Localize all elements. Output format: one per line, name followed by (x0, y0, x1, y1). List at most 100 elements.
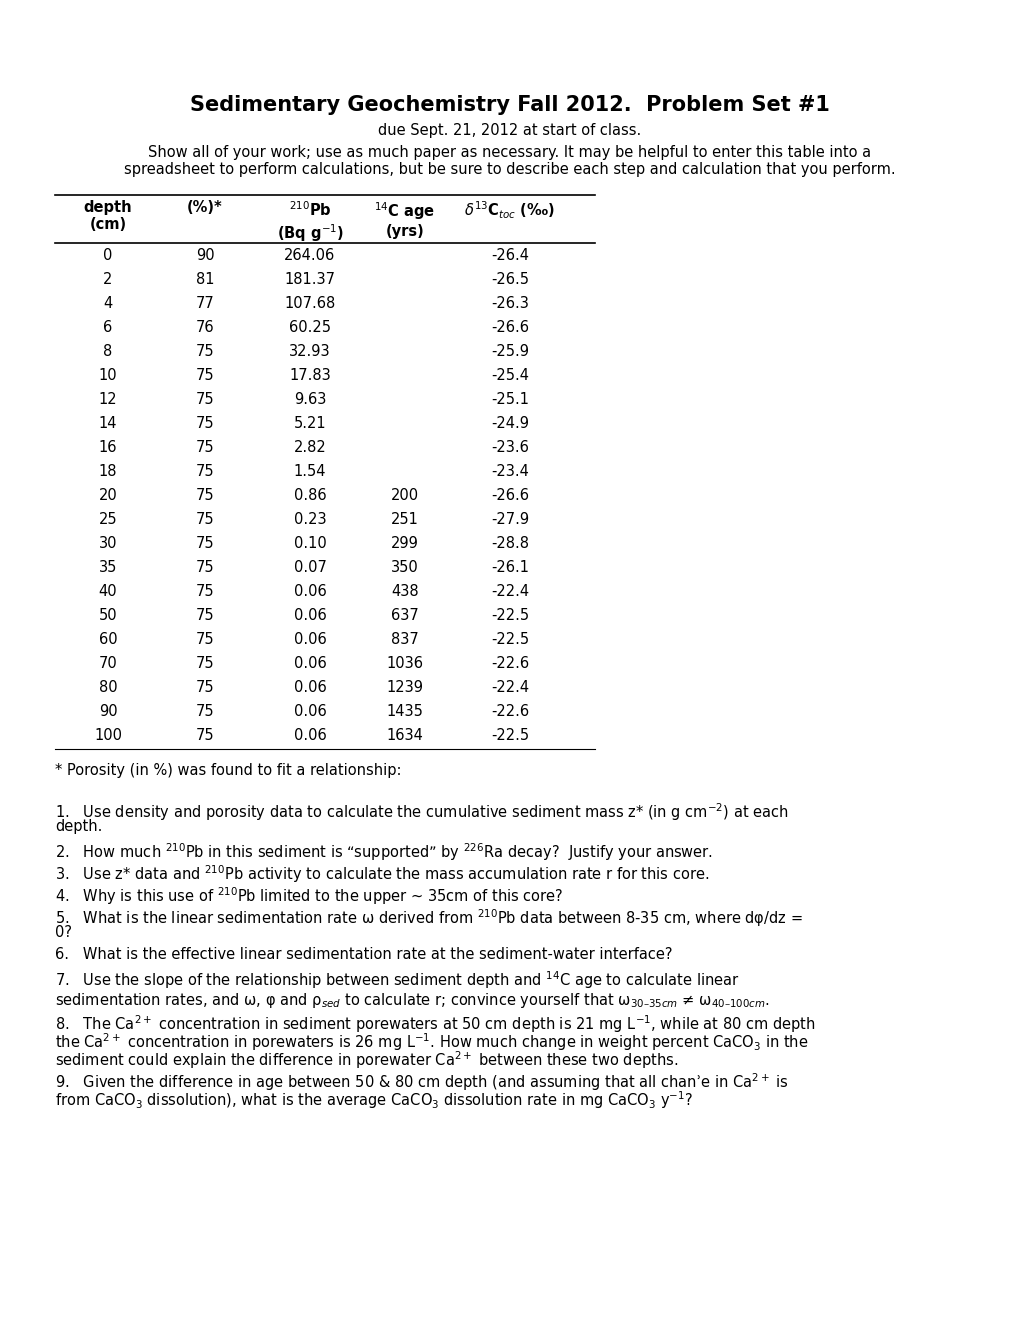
Text: 75: 75 (196, 440, 214, 454)
Text: -26.1: -26.1 (490, 560, 529, 574)
Text: 200: 200 (390, 487, 419, 503)
Text: -22.4: -22.4 (490, 583, 529, 598)
Text: -24.9: -24.9 (490, 416, 529, 430)
Text: -27.9: -27.9 (490, 511, 529, 527)
Text: depth
(cm): depth (cm) (84, 201, 132, 232)
Text: 14: 14 (99, 416, 117, 430)
Text: (%)*: (%)* (186, 201, 223, 215)
Text: -22.5: -22.5 (490, 727, 529, 742)
Text: 75: 75 (196, 536, 214, 550)
Text: sedimentation rates, and ω, φ and ρ$_{sed}$ to calculate r; convince yourself th: sedimentation rates, and ω, φ and ρ$_{se… (55, 991, 769, 1010)
Text: 0.07: 0.07 (293, 560, 326, 574)
Text: 4.   Why is this use of $^{210}$Pb limited to the upper ~ 35cm of this core?: 4. Why is this use of $^{210}$Pb limited… (55, 884, 562, 907)
Text: 0.06: 0.06 (293, 583, 326, 598)
Text: 1036: 1036 (386, 656, 423, 671)
Text: due Sept. 21, 2012 at start of class.: due Sept. 21, 2012 at start of class. (378, 123, 641, 139)
Text: 75: 75 (196, 367, 214, 383)
Text: 251: 251 (390, 511, 419, 527)
Text: -22.5: -22.5 (490, 607, 529, 623)
Text: -23.6: -23.6 (490, 440, 529, 454)
Text: 9.63: 9.63 (293, 392, 326, 407)
Text: 1634: 1634 (386, 727, 423, 742)
Text: -25.1: -25.1 (490, 392, 529, 407)
Text: -25.4: -25.4 (490, 367, 529, 383)
Text: -26.3: -26.3 (490, 296, 529, 310)
Text: 264.06: 264.06 (284, 248, 335, 263)
Text: 60: 60 (99, 631, 117, 647)
Text: -28.8: -28.8 (490, 536, 529, 550)
Text: 17.83: 17.83 (288, 367, 330, 383)
Text: 0.06: 0.06 (293, 680, 326, 694)
Text: -22.5: -22.5 (490, 631, 529, 647)
Text: 0?: 0? (55, 925, 72, 940)
Text: 75: 75 (196, 560, 214, 574)
Text: 3.   Use z* data and $^{210}$Pb activity to calculate the mass accumulation rate: 3. Use z* data and $^{210}$Pb activity t… (55, 863, 708, 884)
Text: 7.   Use the slope of the relationship between sediment depth and $^{14}$C age t: 7. Use the slope of the relationship bet… (55, 969, 739, 991)
Text: 5.21: 5.21 (293, 416, 326, 430)
Text: -26.6: -26.6 (490, 487, 529, 503)
Text: Sedimentary Geochemistry Fall 2012.  Problem Set #1: Sedimentary Geochemistry Fall 2012. Prob… (190, 95, 829, 115)
Text: $^{210}$Pb
(Bq g$^{-1}$): $^{210}$Pb (Bq g$^{-1}$) (276, 201, 343, 244)
Text: 0.86: 0.86 (293, 487, 326, 503)
Text: sediment could explain the difference in porewater Ca$^{2+}$ between these two d: sediment could explain the difference in… (55, 1049, 678, 1071)
Text: 35: 35 (99, 560, 117, 574)
Text: $\delta^{13}$C$_{toc}$ (‰): $\delta^{13}$C$_{toc}$ (‰) (464, 201, 555, 222)
Text: -22.6: -22.6 (490, 656, 529, 671)
Text: 75: 75 (196, 487, 214, 503)
Text: 2.   How much $^{210}$Pb in this sediment is “supported” by $^{226}$Ra decay?  J: 2. How much $^{210}$Pb in this sediment … (55, 841, 712, 863)
Text: 40: 40 (99, 583, 117, 598)
Text: 25: 25 (99, 511, 117, 527)
Text: 0.06: 0.06 (293, 656, 326, 671)
Text: -25.9: -25.9 (490, 343, 529, 359)
Text: 75: 75 (196, 392, 214, 407)
Text: 16: 16 (99, 440, 117, 454)
Text: 5.   What is the linear sedimentation rate ω derived from $^{210}$Pb data betwee: 5. What is the linear sedimentation rate… (55, 907, 802, 929)
Text: 9.   Given the difference in age between 50 & 80 cm depth (and assuming that all: 9. Given the difference in age between 5… (55, 1071, 788, 1093)
Text: the Ca$^{2+}$ concentration in porewaters is 26 mg L$^{-1}$. How much change in : the Ca$^{2+}$ concentration in porewater… (55, 1031, 808, 1053)
Text: 75: 75 (196, 343, 214, 359)
Text: 107.68: 107.68 (284, 296, 335, 310)
Text: 837: 837 (390, 631, 419, 647)
Text: 0.10: 0.10 (293, 536, 326, 550)
Text: 75: 75 (196, 656, 214, 671)
Text: 1.54: 1.54 (293, 463, 326, 479)
Text: 80: 80 (99, 680, 117, 694)
Text: -26.6: -26.6 (490, 319, 529, 334)
Text: 10: 10 (99, 367, 117, 383)
Text: from CaCO$_3$ dissolution), what is the average CaCO$_3$ dissolution rate in mg : from CaCO$_3$ dissolution), what is the … (55, 1089, 692, 1110)
Text: 8: 8 (103, 343, 112, 359)
Text: 438: 438 (391, 583, 419, 598)
Text: 75: 75 (196, 631, 214, 647)
Text: 76: 76 (196, 319, 214, 334)
Text: -23.4: -23.4 (490, 463, 529, 479)
Text: 30: 30 (99, 536, 117, 550)
Text: 299: 299 (390, 536, 419, 550)
Text: 75: 75 (196, 607, 214, 623)
Text: 2.82: 2.82 (293, 440, 326, 454)
Text: -26.5: -26.5 (490, 272, 529, 286)
Text: 1.   Use density and porosity data to calculate the cumulative sediment mass z* : 1. Use density and porosity data to calc… (55, 801, 788, 822)
Text: 75: 75 (196, 583, 214, 598)
Text: 75: 75 (196, 680, 214, 694)
Text: 1435: 1435 (386, 704, 423, 718)
Text: Show all of your work; use as much paper as necessary. It may be helpful to ente: Show all of your work; use as much paper… (124, 145, 895, 177)
Text: 181.37: 181.37 (284, 272, 335, 286)
Text: 75: 75 (196, 511, 214, 527)
Text: 8.   The Ca$^{2+}$ concentration in sediment porewaters at 50 cm depth is 21 mg : 8. The Ca$^{2+}$ concentration in sedime… (55, 1012, 815, 1035)
Text: 32.93: 32.93 (289, 343, 330, 359)
Text: 350: 350 (390, 560, 419, 574)
Text: 81: 81 (196, 272, 214, 286)
Text: 77: 77 (196, 296, 214, 310)
Text: 0.23: 0.23 (293, 511, 326, 527)
Text: 50: 50 (99, 607, 117, 623)
Text: 60.25: 60.25 (288, 319, 331, 334)
Text: depth.: depth. (55, 818, 102, 834)
Text: 18: 18 (99, 463, 117, 479)
Text: 0.06: 0.06 (293, 607, 326, 623)
Text: 0: 0 (103, 248, 112, 263)
Text: 90: 90 (196, 248, 214, 263)
Text: 4: 4 (103, 296, 112, 310)
Text: 70: 70 (99, 656, 117, 671)
Text: 100: 100 (94, 727, 122, 742)
Text: -26.4: -26.4 (490, 248, 529, 263)
